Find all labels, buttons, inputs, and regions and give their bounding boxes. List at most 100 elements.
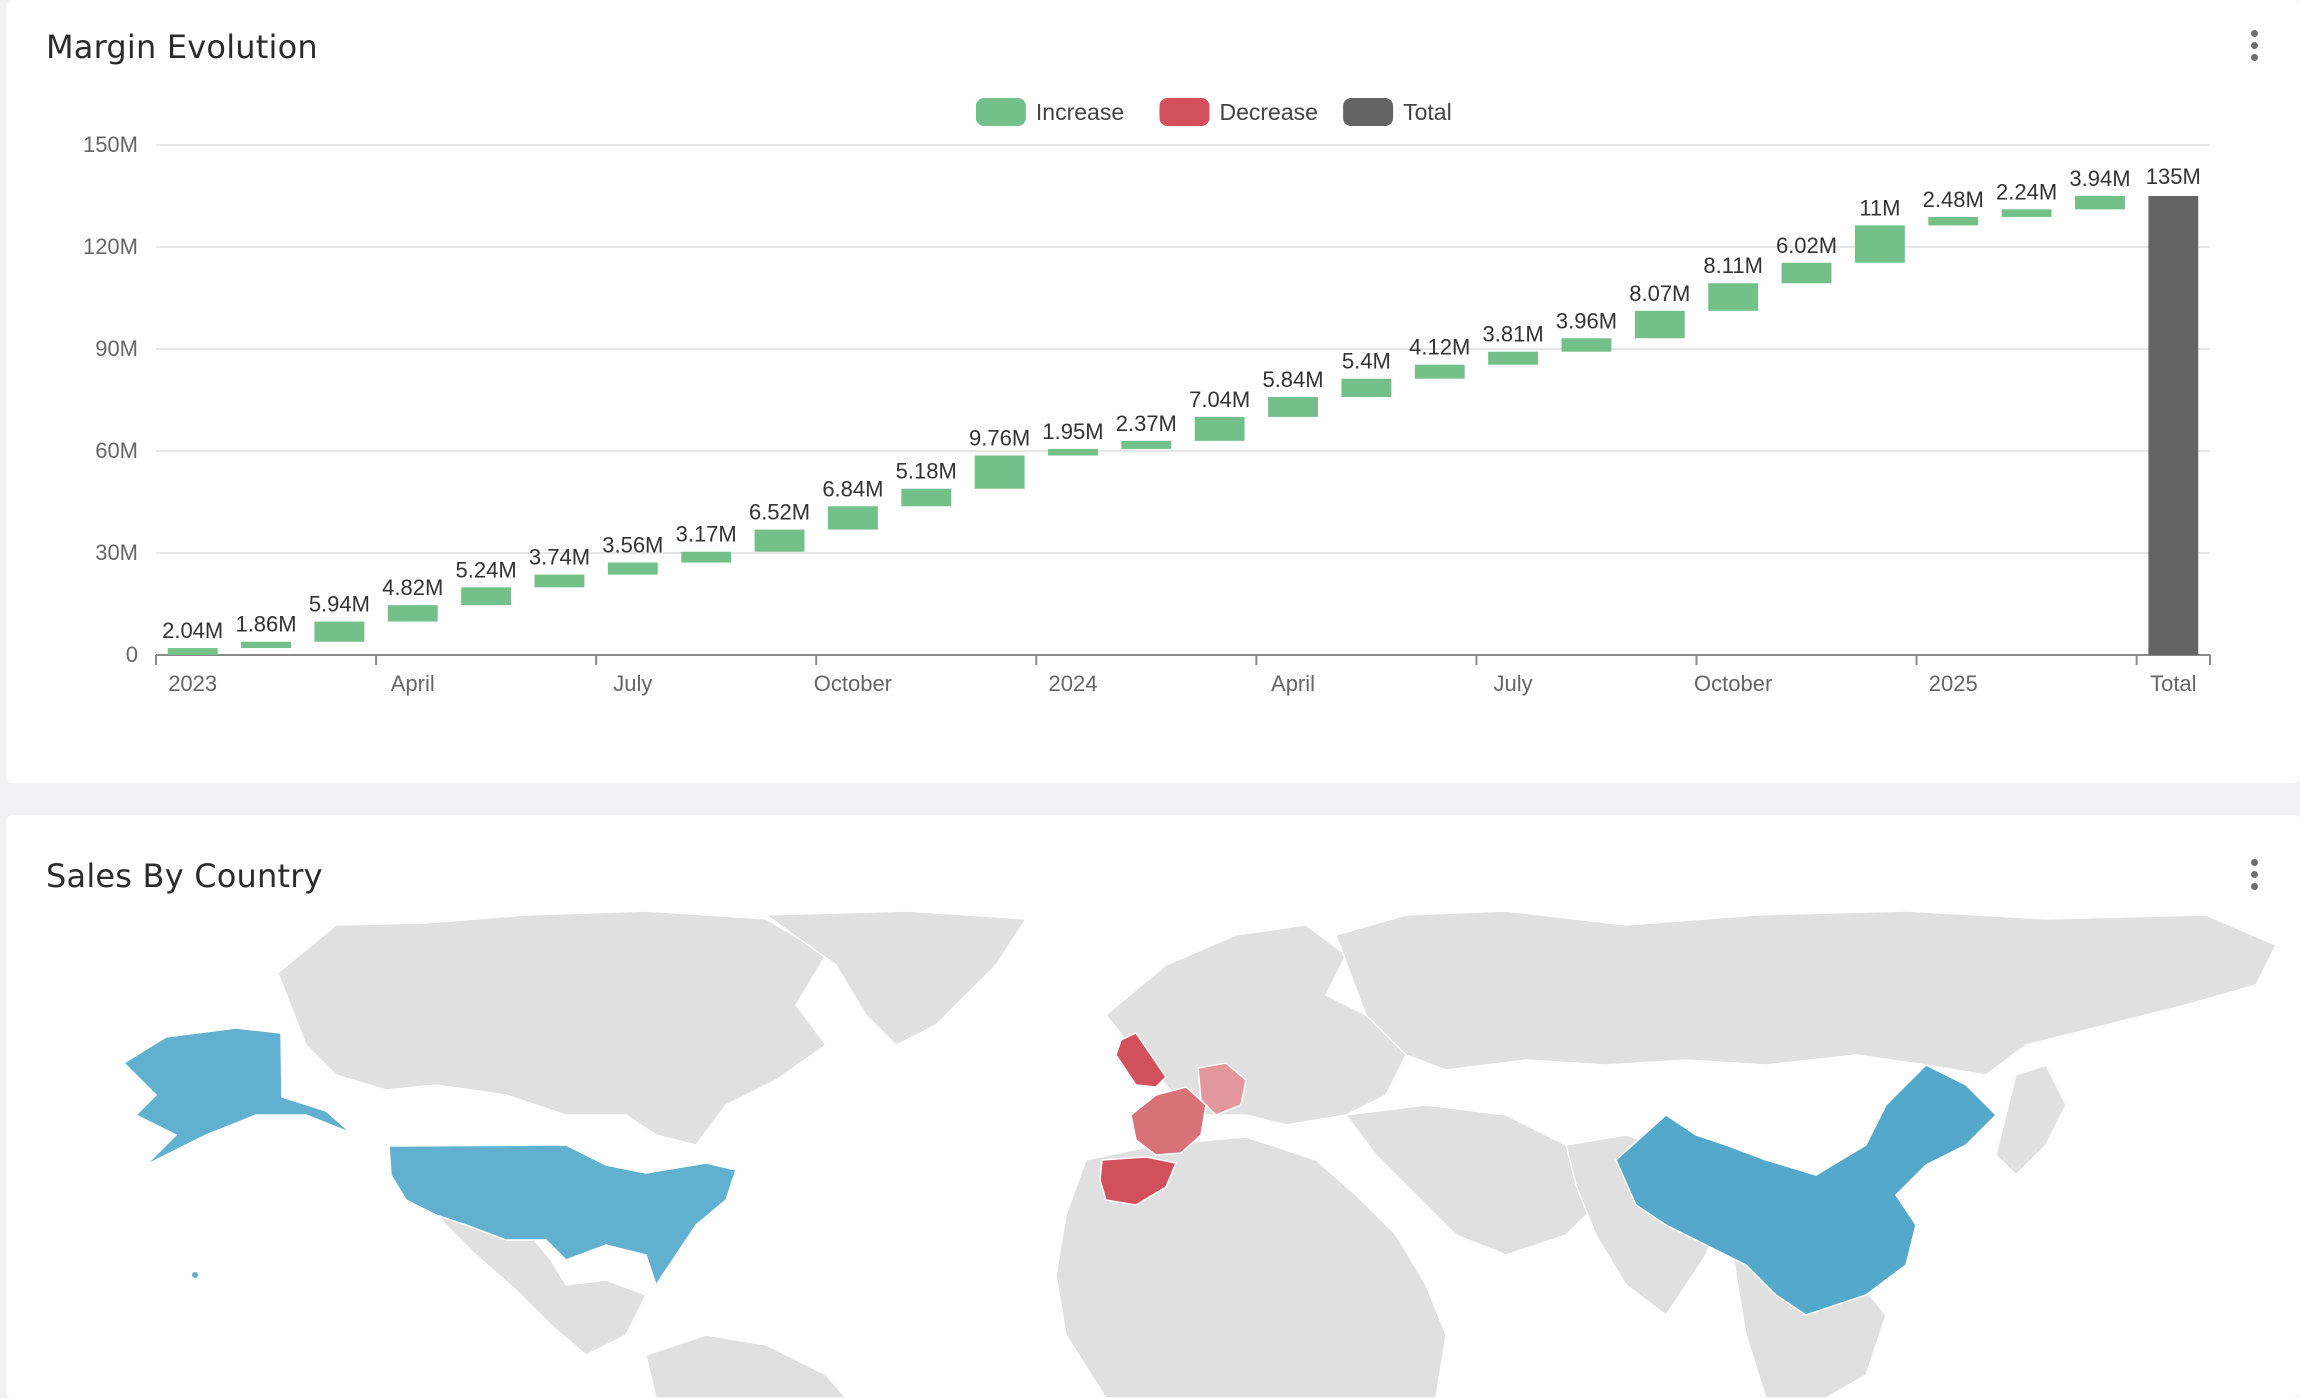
waterfall-bar-increase <box>241 641 291 649</box>
y-tick-label: 150M <box>83 132 138 157</box>
y-tick-label: 30M <box>95 540 138 565</box>
bar-data-label: 5.94M <box>309 592 370 617</box>
map-region-spain[interactable] <box>1099 1156 1178 1206</box>
bar-data-label: 2.04M <box>162 618 223 643</box>
waterfall-bar-increase <box>534 574 585 588</box>
waterfall-bar-increase <box>461 587 512 606</box>
bar-data-label: 4.12M <box>1409 335 1470 360</box>
bar-data-label: 3.96M <box>1556 308 1617 333</box>
bar-data-label: 135M <box>2146 164 2201 189</box>
x-tick-label: October <box>1694 671 1772 696</box>
map-region-germany[interactable] <box>1197 1062 1247 1116</box>
x-tick-label: July <box>1494 671 1533 696</box>
legend-swatch-increase <box>975 98 1026 126</box>
y-tick-label: 0 <box>126 642 138 667</box>
bar-data-label: 5.18M <box>896 459 957 484</box>
waterfall-bar-increase <box>1414 364 1465 379</box>
bar-data-label: 2.24M <box>1996 179 2057 204</box>
waterfall-bar-increase <box>681 551 732 563</box>
kebab-menu-icon[interactable] <box>2248 30 2260 66</box>
x-tick-label: October <box>814 671 892 696</box>
map-region-alaska[interactable] <box>122 1027 352 1166</box>
kebab-menu-icon[interactable] <box>2248 859 2260 895</box>
waterfall-bar-increase <box>167 648 218 655</box>
waterfall-bar-increase <box>754 529 805 552</box>
map-region-middle-east[interactable] <box>1344 1104 1608 1256</box>
margin-evolution-card: Margin Evolution 0 30M 60M 90M 120M 150M 2023 A… <box>6 0 2300 783</box>
legend-label-increase: Increase <box>1036 99 1124 125</box>
x-tick-label: April <box>391 671 435 696</box>
world-choropleth-map <box>122 910 2278 1398</box>
waterfall-bar-increase <box>1194 416 1245 441</box>
y-tick-label: 90M <box>95 336 138 361</box>
map-region-united-states[interactable] <box>388 1144 737 1287</box>
legend-swatch-decrease <box>1159 98 1210 126</box>
waterfall-bar-increase <box>901 488 952 507</box>
bar-data-label: 5.4M <box>1342 349 1391 374</box>
map-region-africa[interactable] <box>1055 1136 1447 1398</box>
bar-data-label: 2.48M <box>1923 187 1984 212</box>
map-region-france[interactable] <box>1130 1086 1207 1156</box>
waterfall-bar-increase <box>607 562 658 575</box>
bar-data-label: 8.11M <box>1703 253 1763 278</box>
waterfall-bar-increase <box>2075 195 2125 210</box>
y-tick-label: 120M <box>83 234 138 259</box>
bar-data-label: 5.24M <box>456 557 517 582</box>
waterfall-bar-total <box>2148 196 2199 655</box>
waterfall-bar-increase <box>1561 338 1612 352</box>
waterfall-bar-increase <box>1708 283 1759 311</box>
waterfall-bar-increase <box>1928 216 1979 226</box>
legend-label-total: Total <box>1403 99 1452 125</box>
x-tick-label: 2024 <box>1048 671 1097 696</box>
bar-data-label: 6.02M <box>1776 233 1837 258</box>
waterfall-bar-increase <box>1854 225 1905 263</box>
map-highlight-layer <box>122 1027 1998 1316</box>
bar-data-label: 7.04M <box>1189 387 1250 412</box>
waterfall-bar-increase <box>1488 351 1539 365</box>
waterfall-bar-increase <box>1341 378 1392 398</box>
sales-by-country-card: Sales By Country <box>6 815 2300 1398</box>
bar-data-label: 3.74M <box>529 545 590 570</box>
x-tick-label: Total <box>2150 671 2196 696</box>
x-tick-label: April <box>1271 671 1315 696</box>
legend-label-decrease: Decrease <box>1220 99 1318 125</box>
map-region-russia[interactable] <box>1335 910 2278 1076</box>
bar-data-label: 6.52M <box>749 500 810 525</box>
bar-data-label: 4.82M <box>382 575 443 600</box>
waterfall-chart: 0 30M 60M 90M 120M 150M 2023 April July October 20… <box>83 98 2211 696</box>
bar-data-label: 8.07M <box>1629 281 1690 306</box>
waterfall-bar-increase <box>827 506 878 530</box>
map-region-canada[interactable] <box>277 910 828 1146</box>
margin-evolution-title: Margin Evolution <box>46 28 318 66</box>
map-region-japan[interactable] <box>1995 1064 2067 1177</box>
bar-data-label: 2.37M <box>1116 411 1177 436</box>
bar-data-label: 9.76M <box>969 426 1030 451</box>
map-region-china[interactable] <box>1615 1064 1998 1316</box>
waterfall-bar-increase <box>314 621 365 642</box>
bar-data-label: 3.17M <box>676 522 737 547</box>
waterfall-bar-increase <box>1268 397 1318 417</box>
sales-by-country-title: Sales By Country <box>46 857 323 895</box>
x-tick-label: 2025 <box>1929 671 1978 696</box>
bar-data-label: 1.95M <box>1042 419 1103 444</box>
bar-data-label: 3.81M <box>1483 322 1544 347</box>
waterfall-bar-increase <box>1121 440 1172 449</box>
y-tick-label: 60M <box>95 438 138 463</box>
waterfall-bar-increase <box>2001 209 2052 217</box>
bar-data-label: 11M <box>1859 195 1900 220</box>
bar-data-label: 3.56M <box>602 533 663 558</box>
map-region-greenland[interactable] <box>763 910 1028 1046</box>
bar-data-label: 5.84M <box>1262 367 1323 392</box>
x-tick-label: 2023 <box>168 671 217 696</box>
map-region-united-kingdom[interactable] <box>1115 1032 1167 1088</box>
map-region-hawaii[interactable] <box>192 1272 198 1278</box>
x-tick-label: July <box>613 671 652 696</box>
bar-data-label: 3.94M <box>2069 166 2130 191</box>
waterfall-bar-increase <box>1781 262 1832 284</box>
map-region-south-america[interactable] <box>645 1334 847 1398</box>
waterfall-bar-increase <box>974 455 1025 489</box>
waterfall-bar-increase <box>1634 310 1685 339</box>
waterfall-bar-increase <box>387 605 438 622</box>
legend-swatch-total <box>1343 98 1394 126</box>
waterfall-bar-increase <box>1048 448 1098 456</box>
